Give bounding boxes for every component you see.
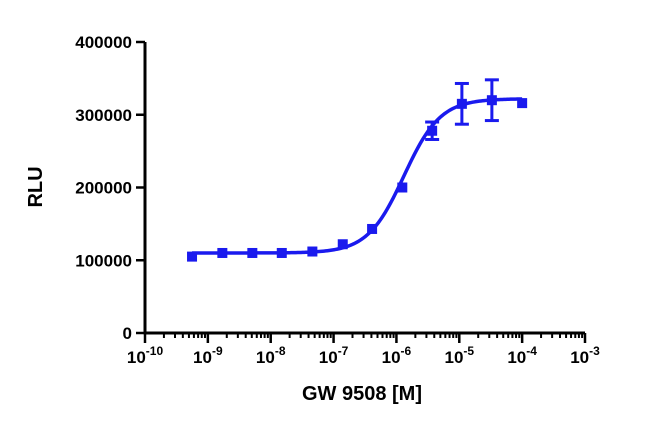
fit-curve <box>192 97 523 255</box>
x-tick-label: 10-8 <box>256 344 286 367</box>
x-tick-label: 10-5 <box>444 344 474 367</box>
x-tick-label: 10-6 <box>382 344 412 367</box>
data-point <box>217 247 228 258</box>
fit-curve-layer <box>192 97 523 255</box>
data-point <box>427 125 438 136</box>
data-point <box>517 98 528 109</box>
x-tick-label: 10-3 <box>570 344 600 367</box>
y-tick-label: 100000 <box>75 251 132 270</box>
y-tick-label: 300000 <box>75 106 132 125</box>
axes: 0 100000 200000 300000 400000 10-10 10-9 10-8 10… <box>75 33 600 367</box>
data-point <box>276 247 287 258</box>
y-tick-label: 200000 <box>75 179 132 198</box>
y-axis-title: RLU <box>25 166 47 207</box>
data-point <box>187 251 198 262</box>
data-point <box>486 95 497 106</box>
data-point <box>367 223 378 234</box>
y-tick-label: 400000 <box>75 33 132 52</box>
x-tick-label: 10-10 <box>127 344 164 367</box>
x-tick-label: 10-4 <box>507 344 537 367</box>
data-points-layer <box>187 78 528 262</box>
data-point <box>456 98 467 109</box>
data-point <box>247 247 258 258</box>
x-tick-label: 10-9 <box>193 344 223 367</box>
data-point <box>397 182 408 193</box>
x-tick-label: 10-7 <box>319 344 349 367</box>
x-axis-title: GW 9508 [M] <box>302 383 422 405</box>
data-point <box>307 246 318 257</box>
data-point <box>337 239 348 250</box>
y-tick-label: 0 <box>123 324 132 343</box>
